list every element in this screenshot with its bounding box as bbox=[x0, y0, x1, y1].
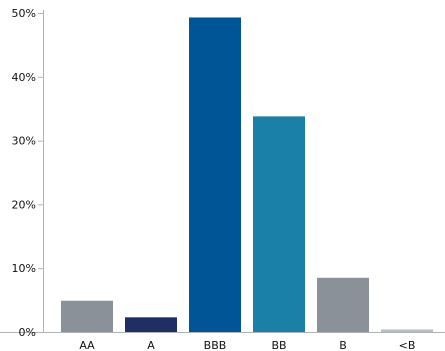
axes bbox=[0, 10, 445, 333]
x-tick-label: BBB bbox=[204, 339, 227, 351]
bars bbox=[61, 17, 433, 332]
bar bbox=[317, 277, 369, 332]
bar bbox=[381, 329, 433, 332]
y-tick-label: 0% bbox=[19, 326, 36, 339]
bar bbox=[253, 116, 305, 332]
y-tick-label: 30% bbox=[12, 135, 36, 148]
bar bbox=[125, 317, 177, 332]
y-tick-label: 20% bbox=[12, 198, 36, 211]
bar bbox=[189, 17, 241, 332]
x-tick-label: B bbox=[339, 339, 347, 351]
y-tick-label: 50% bbox=[12, 7, 36, 20]
axis-labels: 0%10%20%30%40%50%AA A BBB BB B <B bbox=[12, 7, 416, 351]
x-tick-label: AA bbox=[79, 339, 95, 351]
y-tick-label: 40% bbox=[12, 71, 36, 84]
x-tick-label: BB bbox=[271, 339, 286, 351]
x-tick-label: <B bbox=[399, 339, 416, 351]
x-tick-label: A bbox=[147, 339, 155, 351]
bar bbox=[61, 300, 113, 332]
y-tick-label: 10% bbox=[12, 262, 36, 275]
